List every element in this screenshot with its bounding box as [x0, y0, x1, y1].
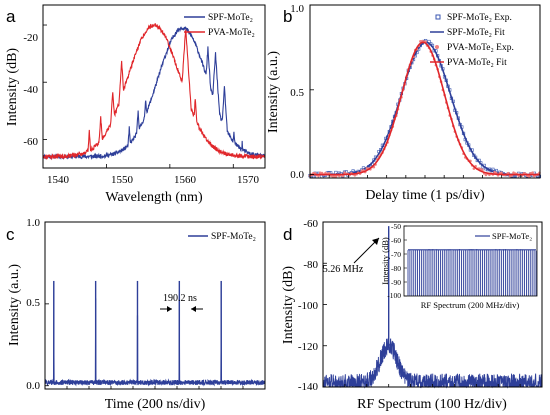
panel-d-inset-ytick-minus80: -80 — [391, 264, 401, 273]
panel-d-series-spf — [322, 337, 543, 389]
panel-d-peak-label: 5.26 MHz — [323, 264, 364, 275]
panel-c-period-label: 190.2 ns — [163, 293, 197, 304]
panel-b-ytick-05: 0.5 — [290, 87, 304, 99]
panel-d-ytick-minus80: -80 — [303, 259, 318, 271]
panel-b-legend: SPF-MoTe₂ Exp. SPF-MoTe₂ Fit PVA-MoTe₂ E… — [430, 13, 514, 68]
panel-a-xlabel: Wavelength (nm) — [105, 190, 203, 205]
panel-c-period-arrowhead-left — [167, 306, 172, 312]
panel-b: b 1.0 0.5 0.0 Delay time (1 ps/div) Inte… — [266, 3, 542, 203]
panel-d-inset-traces — [407, 249, 537, 296]
panel-c-frame — [44, 221, 266, 390]
panel-b-legend-pva-exp: PVA-MoTe₂ Exp. — [447, 43, 514, 53]
panel-d-inset-ytick-minus50: -50 — [391, 222, 401, 231]
panel-d-xlabel: RF Spectrum (100 Hz/div) — [357, 397, 507, 412]
panel-d-peak-arrowhead — [372, 238, 379, 245]
panel-d-inset-ytick-minus70: -70 — [391, 250, 401, 259]
panel-c-ytick-1: 1.0 — [26, 217, 40, 229]
panel-d-ytick-minus120: -120 — [298, 341, 319, 353]
panel-d-ytick-minus60: -60 — [303, 218, 318, 230]
panel-b-legend-marker-pva-exp — [435, 45, 439, 49]
panel-a: a 1540 1550 1560 1570 -20 -40 -60 Wavele… — [5, 4, 266, 205]
panel-c-traces — [44, 280, 266, 387]
panel-b-frame — [309, 4, 541, 179]
panel-b-ticks — [310, 4, 522, 178]
panel-d-inset-frame — [403, 225, 538, 297]
panel-b-legend-pva-fit: PVA-MoTe₂ Fit — [447, 58, 507, 68]
panel-a-ytick-minus60: -60 — [23, 136, 38, 148]
panel-c-period-arrowhead-right — [191, 306, 196, 312]
panel-d-inset-ticks — [404, 225, 407, 297]
panel-d-ytick-minus100: -100 — [298, 300, 319, 312]
panel-d-traces — [322, 226, 543, 389]
panel-d-inset-xlabel: RF Spectrum (200 MHz/div) — [421, 300, 520, 310]
panel-a-ylabel: Intensity (dB) — [5, 48, 20, 126]
panel-c-legend: SPF-MoTe₂ — [188, 232, 256, 242]
panel-b-point-pva-7 — [320, 171, 324, 175]
panel-b-ytick-1: 1.0 — [290, 3, 304, 15]
panel-d-inset-ylabel: Intensity (dB) — [380, 237, 390, 285]
panel-d: d -60 -80 -100 -120 -140 RF Spectrum (10… — [281, 218, 543, 412]
panel-a-letter: a — [6, 7, 16, 26]
panel-a-frame — [42, 4, 266, 169]
panel-b-legend-spf-exp: SPF-MoTe₂ Exp. — [447, 13, 512, 23]
panel-a-xtick-1540: 1540 — [47, 174, 70, 186]
panel-d-inset-ytick-minus100: -100 — [387, 291, 401, 300]
panel-c-xlabel: Time (200 ns/div) — [105, 397, 206, 412]
panel-a-legend: SPF-MoTe₂ PVA-MoTe₂ — [184, 13, 255, 38]
panel-a-ytick-minus20: -20 — [23, 32, 38, 44]
panel-a-traces — [42, 23, 266, 161]
panel-d-inset-legend: SPF-MoTe₂ — [475, 231, 532, 241]
panel-c-legend-spf: SPF-MoTe₂ — [211, 232, 256, 242]
panel-d-letter: d — [283, 225, 292, 244]
panel-d-ylabel: Intensity (dB) — [281, 266, 296, 344]
panel-b-point-pva-111 — [500, 171, 503, 175]
panel-b-legend-marker-spf-exp — [435, 14, 441, 20]
panel-a-series-pva — [42, 23, 266, 161]
panel-a-series-spf — [42, 26, 266, 161]
panel-b-fit-3 — [310, 41, 540, 176]
panel-a-xtick-1550: 1550 — [111, 174, 134, 186]
panel-d-inset-ytick-minus90: -90 — [391, 278, 401, 287]
panel-d-inset: -50 -60 -70 -80 -90 -100 RF Spectrum (20… — [380, 222, 538, 310]
panel-d-inset-legend-spf: SPF-MoTe₂ — [492, 231, 532, 241]
panel-c-period-annotation: 190.2 ns — [160, 293, 203, 312]
panel-c-ticks — [45, 221, 244, 389]
panel-a-legend-pva: PVA-MoTe₂ — [208, 28, 255, 38]
panel-d-inset-ytick-minus60: -60 — [391, 236, 401, 245]
panel-b-legend-spf-fit: SPF-MoTe₂ Fit — [447, 28, 505, 38]
panel-a-legend-spf: SPF-MoTe₂ — [208, 13, 253, 23]
panel-b-xlabel: Delay time (1 ps/div) — [365, 188, 485, 203]
panel-c-ytick-05: 0.5 — [26, 297, 40, 309]
panel-c: c 1.0 0.5 0.0 Time (200 ns/div) Intensit… — [6, 217, 266, 412]
panel-a-ytick-minus40: -40 — [23, 84, 38, 96]
panel-b-ylabel: Intensity (a.u.) — [266, 51, 281, 133]
panel-d-ticks — [323, 221, 521, 388]
panel-c-ylabel: Intensity (a.u.) — [7, 264, 22, 346]
panel-c-series-spf — [44, 280, 266, 387]
panel-c-ytick-0: 0.0 — [26, 380, 40, 392]
panel-a-xtick-1560: 1560 — [174, 174, 197, 186]
panel-b-letter: b — [283, 7, 292, 26]
panel-c-letter: c — [6, 225, 15, 244]
panel-b-point-pva-127 — [527, 175, 531, 178]
panel-b-point-pva-100 — [481, 168, 484, 172]
panel-d-ytick-minus140: -140 — [298, 381, 319, 393]
panel-b-point-pva-15 — [334, 175, 338, 178]
panel-b-point-pva-129 — [531, 171, 534, 174]
panel-b-ytick-0: 0.0 — [290, 169, 304, 181]
panel-a-xtick-1570: 1570 — [237, 174, 260, 186]
panel-d-peak-annotation: 5.26 MHz — [323, 237, 380, 275]
panel-a-ticks — [42, 24, 234, 168]
